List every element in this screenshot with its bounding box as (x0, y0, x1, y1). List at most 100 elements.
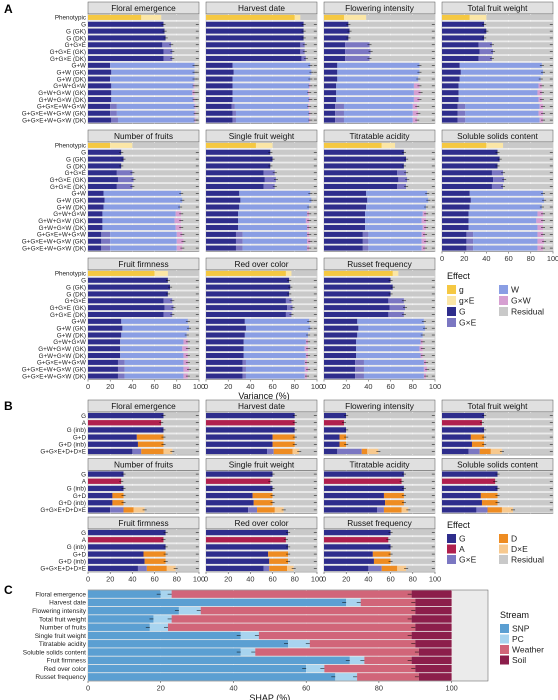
bar-segment (206, 478, 271, 484)
legend-swatch-g (447, 534, 456, 543)
bar-segment (442, 55, 479, 62)
bar-segment-soil (411, 656, 452, 665)
bar-segment (88, 90, 112, 96)
bar-segment (206, 225, 239, 231)
bar-segment-residual (544, 197, 553, 203)
bar-segment (232, 62, 311, 68)
category-label: Harvest date (49, 600, 86, 607)
bar-segment-soil (415, 640, 452, 648)
bar-segment (141, 14, 162, 20)
bar-segment-pc (346, 598, 361, 607)
bar-segment (457, 117, 466, 123)
legend-swatch-ge (447, 555, 456, 564)
bar-segment-residual (288, 551, 317, 557)
legend-title: Effect (447, 520, 470, 530)
bar-segment-residual (307, 359, 317, 365)
bar-segment-residual (426, 211, 435, 217)
bar-segment (471, 441, 485, 447)
bar-segment (479, 448, 491, 455)
category-label: A (82, 420, 87, 427)
bar-segment-residual (390, 529, 435, 536)
bar-segment (88, 211, 103, 217)
bar-segment-residual (418, 110, 435, 116)
category-label: G+G×E+W+G×W (GK) (22, 367, 86, 374)
category-label: Fruit firmness (47, 658, 87, 665)
bar-segment (442, 42, 479, 48)
bar-segment-residual (499, 156, 553, 162)
facet-title: Fruit firmness (118, 259, 168, 269)
bar-segment-residual (308, 366, 317, 372)
bar-segment (487, 507, 502, 513)
bar-segment (206, 448, 268, 455)
bar-segment-residual (541, 90, 553, 96)
bar-segment (103, 190, 182, 196)
bar-segment (88, 332, 122, 338)
bar-segment (163, 49, 173, 55)
bar-segment-residual (167, 291, 199, 297)
category-label: G (81, 530, 86, 537)
bar-segment (442, 69, 461, 75)
bar-segment-residual (309, 231, 317, 237)
bar-segment (206, 441, 273, 447)
bar-segment (116, 183, 133, 190)
bar-segment (88, 238, 102, 244)
bar-segment (480, 492, 498, 499)
bar-segment-weather (200, 606, 416, 615)
category-label: Number of fruits (40, 625, 87, 632)
bar-segment-residual (484, 21, 553, 27)
bar-segment (442, 163, 498, 169)
bar-segment (324, 177, 399, 183)
plot-background (87, 470, 200, 514)
bar-segment (343, 117, 413, 123)
bar-segment (88, 270, 155, 276)
bar-segment (412, 117, 418, 123)
bar-segment (269, 558, 289, 564)
bar-segment-residual (426, 225, 435, 231)
bar-segment-residual (543, 103, 553, 109)
bar-segment (88, 42, 163, 48)
bar-segment (362, 245, 369, 251)
bar-segment-pc (240, 631, 259, 640)
bar-segment-snp (88, 615, 154, 623)
bar-segment (111, 117, 118, 123)
bar-segment (335, 110, 344, 116)
tick-label: 0 (322, 575, 326, 584)
bar-segment (442, 420, 482, 426)
bar-segment (469, 14, 487, 20)
bar-segment (324, 441, 340, 447)
bar-segment (442, 117, 458, 123)
bar-segment (206, 492, 253, 499)
bar-segment (355, 373, 364, 379)
category-label: G+W (GK) (56, 197, 86, 204)
bar-segment (206, 55, 302, 62)
bar-segment (206, 190, 240, 196)
bar-segment (206, 537, 286, 543)
bar-segment-residual (310, 325, 317, 331)
bar-segment (122, 325, 190, 331)
bar-segment (110, 76, 195, 82)
bar-segment-residual (163, 21, 199, 27)
bar-segment (206, 170, 264, 176)
bar-segment (88, 529, 166, 536)
bar-segment (294, 14, 301, 20)
bar-segment (206, 325, 246, 331)
category-label: G+G×E+W+G×W (37, 360, 86, 367)
bar-segment-residual (427, 366, 435, 372)
bar-segment (206, 500, 254, 506)
bar-segment (324, 225, 366, 231)
category-label: G+W+G×W (53, 83, 86, 90)
bar-segment-residual (426, 359, 435, 365)
bar-segment-residual (419, 62, 435, 68)
bar-segment-residual (491, 42, 553, 48)
bar-segment-residual (403, 485, 435, 492)
bar-segment (442, 177, 494, 183)
bar-segment (388, 298, 404, 304)
bar-segment (110, 110, 117, 116)
bar-segment (324, 412, 347, 419)
tick-label: 60 (268, 575, 276, 584)
bar-segment (478, 42, 492, 48)
tick-label: 80 (173, 382, 181, 391)
bar-segment (117, 359, 125, 365)
bar-segment (112, 492, 124, 499)
bar-segment-residual (309, 218, 317, 224)
